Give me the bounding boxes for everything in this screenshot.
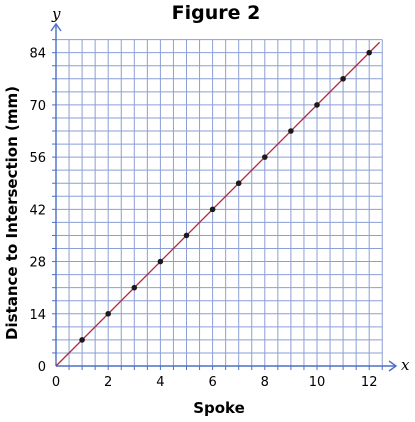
y-axis-arrow	[50, 22, 62, 32]
y-tick-labels: 0 14 28 42 56 70 84	[29, 47, 46, 375]
data-point	[209, 206, 216, 213]
data-point	[183, 232, 190, 239]
data-point	[79, 337, 85, 343]
y-tick-label: 84	[29, 47, 46, 62]
y-axis-label: Distance to Intersection (mm)	[3, 86, 21, 340]
grid	[56, 39, 383, 366]
y-tick-label: 14	[29, 308, 46, 323]
data-point	[262, 154, 268, 160]
x-axis-arrow	[388, 360, 398, 372]
data-points	[79, 49, 373, 343]
trend-line	[55, 41, 381, 367]
y-tick-label: 56	[29, 151, 46, 166]
x-tick-label: 6	[208, 375, 216, 390]
y-tick-label: 42	[29, 203, 46, 218]
x-tick-label: 8	[261, 375, 269, 390]
y-tick-label: 28	[29, 256, 46, 271]
y-tick-label: 0	[38, 360, 46, 375]
data-point	[157, 258, 164, 265]
y-tick-label: 70	[29, 99, 46, 114]
data-point	[340, 75, 346, 82]
x-tick-label: 0	[52, 375, 60, 390]
x-tick-label: 4	[156, 375, 164, 390]
data-point	[235, 180, 242, 187]
data-point	[366, 49, 373, 56]
x-axis-label: Spoke	[193, 399, 245, 417]
trend-line-group	[55, 41, 381, 367]
data-point	[314, 102, 320, 108]
data-point	[288, 128, 294, 134]
data-point	[105, 310, 111, 317]
axes	[50, 22, 398, 372]
x-tick-label: 12	[361, 375, 378, 390]
x-axis-symbol: x	[401, 356, 410, 374]
x-tick-label: 10	[309, 375, 326, 390]
y-axis-symbol: y	[51, 5, 61, 23]
chart-title: Figure 2	[172, 2, 261, 24]
x-tick-label: 2	[104, 375, 112, 390]
x-tick-labels: 0 2 4 6 8 10 12	[52, 375, 378, 390]
data-point	[131, 284, 138, 291]
